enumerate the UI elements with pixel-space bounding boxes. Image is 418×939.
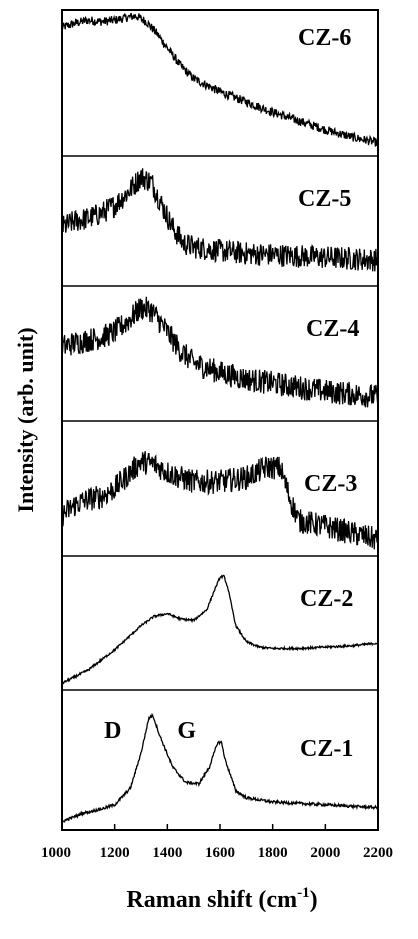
spectrum-line-cz-5 <box>61 168 379 272</box>
series-label-cz-1: CZ-1 <box>300 736 353 762</box>
spectra-panels: CZ-6 CZ-5 CZ-4 CZ-3 CZ-2 CZ-1 D G <box>61 12 379 823</box>
plot-frame <box>61 9 379 831</box>
panel-cz-5: CZ-5 <box>61 155 379 272</box>
panel-cz-4: CZ-4 <box>61 285 379 408</box>
x-tick-label: 2000 <box>310 845 340 861</box>
series-label-cz-2: CZ-2 <box>300 586 353 612</box>
x-tick-label: 1600 <box>205 845 235 861</box>
x-tick-label: 1400 <box>152 845 182 861</box>
x-axis-label: Raman shift (cm-1) <box>126 885 317 913</box>
spectrum-line-cz-4 <box>61 296 379 408</box>
x-tick-label: 2200 <box>363 845 393 861</box>
x-axis-label-main: Raman shift (cm <box>126 887 297 913</box>
series-label-cz-3: CZ-3 <box>304 471 357 497</box>
x-axis-ticks: 1000 1200 1400 1600 1800 2000 2200 <box>41 824 393 861</box>
panel-cz-2: CZ-2 <box>61 555 379 685</box>
x-tick-label: 1800 <box>258 845 288 861</box>
series-label-cz-5: CZ-5 <box>298 186 351 212</box>
panel-cz-6: CZ-6 <box>61 12 379 147</box>
spectrum-line-cz-6 <box>61 12 379 147</box>
panel-cz-3: CZ-3 <box>61 420 379 550</box>
x-tick-label: 1200 <box>100 845 130 861</box>
peak-label-d: D <box>104 718 121 744</box>
x-tick-label: 1000 <box>41 845 71 861</box>
peak-label-g: G <box>177 718 196 744</box>
spectrum-line-cz-1 <box>61 712 379 823</box>
series-label-cz-4: CZ-4 <box>306 316 359 342</box>
x-axis-label-superscript: -1 <box>297 885 310 901</box>
y-axis-label: Intensity (arb. unit) <box>13 327 38 512</box>
spectrum-line-cz-3 <box>61 451 379 550</box>
panel-cz-1: CZ-1 <box>61 689 379 823</box>
series-label-cz-6: CZ-6 <box>298 25 351 51</box>
x-axis-label-close: ) <box>310 887 318 913</box>
spectrum-line-cz-2 <box>61 574 379 685</box>
